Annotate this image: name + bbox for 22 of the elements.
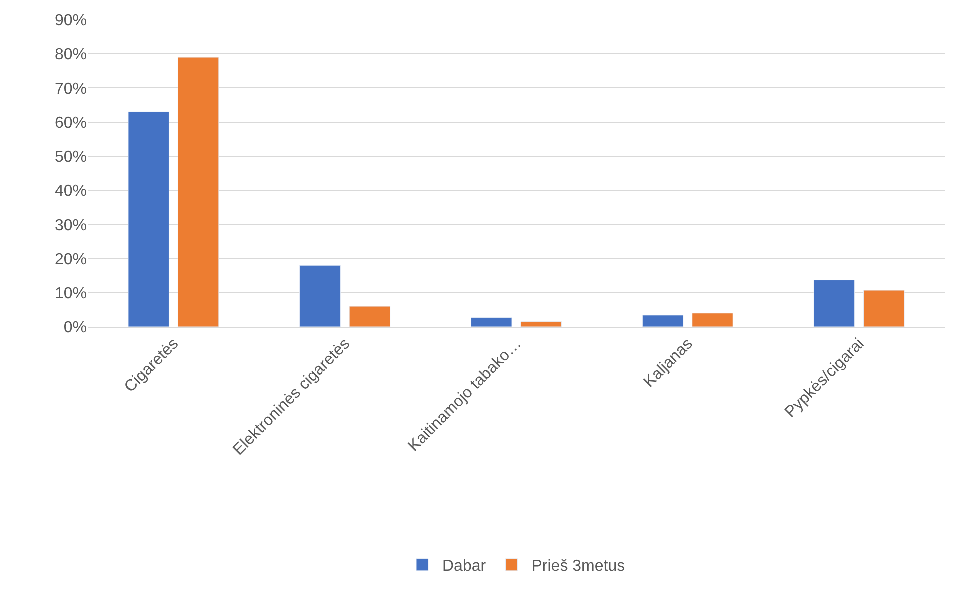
- y-tick-label: 50%: [54, 149, 87, 166]
- bar: [814, 280, 856, 327]
- bar: [349, 306, 391, 327]
- bar: [128, 112, 170, 327]
- bar: [300, 265, 341, 327]
- bar: [178, 57, 220, 327]
- bar: [864, 290, 905, 327]
- y-tick-label: 40%: [54, 183, 87, 200]
- bar: [471, 318, 512, 327]
- bar: [520, 322, 562, 327]
- y-tick-label: 70%: [54, 80, 87, 98]
- y-tick-label: 80%: [54, 46, 87, 64]
- y-tick-label: 30%: [54, 217, 87, 234]
- y-tick-label: 60%: [54, 114, 87, 132]
- y-tick-label: 10%: [54, 285, 87, 302]
- legend-label: Dabar: [442, 558, 487, 576]
- y-tick-label: 0%: [64, 320, 87, 337]
- y-tick-label: 90%: [54, 12, 87, 30]
- y-tick-label: 20%: [54, 251, 87, 268]
- bar: [692, 313, 734, 327]
- bar: [642, 315, 684, 327]
- legend-label: Prieš 3metus: [532, 558, 626, 576]
